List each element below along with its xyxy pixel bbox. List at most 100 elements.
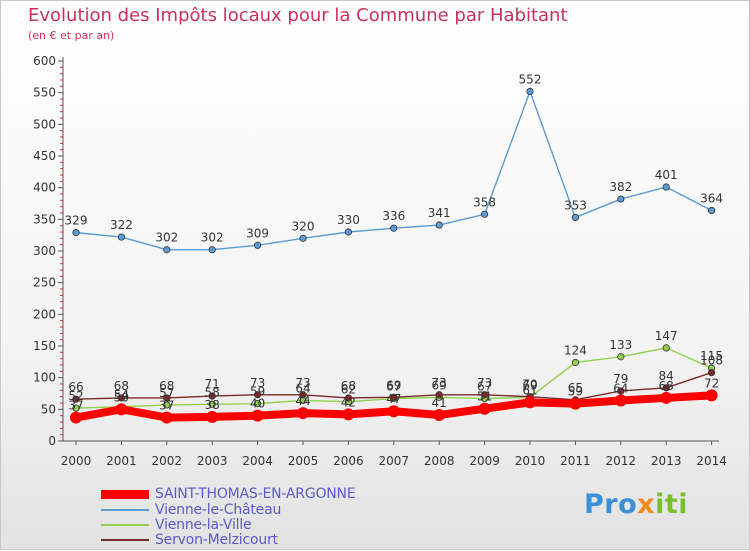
- series-point-0: [115, 403, 128, 416]
- x-tick-label: 2014: [696, 454, 727, 468]
- series-point-0: [705, 389, 718, 402]
- legend-swatch: [101, 524, 149, 526]
- data-label-3: 70: [522, 378, 537, 392]
- data-label-1: 330: [337, 213, 360, 227]
- series-point-1: [571, 213, 580, 222]
- y-tick-label: 250: [33, 276, 56, 290]
- series-point-1: [526, 87, 534, 96]
- y-tick-label: 200: [33, 307, 56, 321]
- series-point-0: [478, 402, 491, 415]
- logo-part-2: x: [637, 489, 656, 520]
- x-tick-label: 2000: [61, 454, 92, 468]
- x-tick-label: 2010: [515, 454, 546, 468]
- data-label-0: 59: [568, 385, 583, 399]
- legend-label: Vienne-le-Château: [155, 502, 282, 518]
- x-tick-label: 2006: [333, 454, 364, 468]
- series-point-0: [251, 409, 264, 422]
- series-point-1: [117, 233, 126, 241]
- series-point-3: [480, 391, 489, 399]
- data-label-0: 51: [477, 390, 492, 404]
- series-point-1: [662, 183, 670, 191]
- legend-label: SAINT-THOMAS-EN-ARGONNE: [155, 486, 356, 502]
- data-label-2: 57: [159, 386, 174, 400]
- data-label-2: 133: [609, 338, 632, 352]
- y-tick-label: 300: [33, 244, 56, 258]
- series-point-3: [344, 394, 352, 402]
- series-point-2: [163, 401, 171, 409]
- data-label-3: 108: [700, 354, 723, 368]
- series-point-1: [390, 224, 398, 232]
- data-label-0: 47: [386, 392, 401, 406]
- data-label-2: 62: [341, 383, 356, 397]
- data-label-3: 73: [295, 376, 310, 390]
- series-point-1: [72, 229, 80, 237]
- series-point-2: [72, 404, 80, 412]
- y-tick-label: 0: [48, 434, 56, 448]
- data-label-1: 320: [292, 219, 315, 233]
- data-label-0: 41: [432, 396, 447, 410]
- series-point-3: [435, 391, 443, 399]
- data-label-1: 552: [519, 72, 542, 86]
- series-point-2: [617, 353, 625, 361]
- data-label-0: 44: [295, 394, 310, 408]
- data-label-2: 115: [700, 349, 723, 363]
- data-label-0: 37: [159, 399, 174, 413]
- legend-label: Vienne-la-Ville: [155, 517, 252, 533]
- y-tick-label: 400: [33, 181, 56, 195]
- series-point-2: [662, 344, 670, 352]
- x-tick-label: 2013: [651, 454, 682, 468]
- data-label-0: 64: [613, 381, 628, 395]
- series-point-0: [206, 410, 219, 423]
- data-label-2: 52: [68, 389, 83, 403]
- data-label-2: 64: [295, 381, 310, 395]
- data-label-1: 353: [564, 198, 587, 212]
- legend-item: Vienne-la-Ville: [101, 517, 252, 533]
- data-label-1: 358: [473, 195, 496, 209]
- series-point-3: [254, 391, 262, 399]
- data-label-2: 58: [205, 385, 220, 399]
- series-point-3: [117, 394, 126, 402]
- data-label-2: 69: [432, 378, 447, 392]
- data-label-3: 73: [250, 376, 265, 390]
- data-label-0: 68: [659, 379, 674, 393]
- data-label-2: 147: [655, 329, 678, 343]
- data-label-3: 69: [386, 378, 401, 392]
- x-tick-label: 2002: [152, 454, 183, 468]
- series-point-0: [569, 397, 582, 410]
- data-label-3: 71: [205, 377, 220, 391]
- data-label-1: 302: [201, 231, 224, 245]
- x-tick-label: 2005: [288, 454, 319, 468]
- y-tick-label: 600: [33, 54, 56, 68]
- series-point-3: [163, 394, 171, 402]
- data-label-3: 73: [477, 376, 492, 390]
- logo-part-1: Pro: [584, 489, 638, 520]
- x-tick-label: 2007: [379, 454, 410, 468]
- series-point-2: [208, 400, 216, 408]
- data-label-2: 124: [564, 343, 587, 357]
- x-tick-label: 2008: [424, 454, 455, 468]
- series-point-0: [297, 407, 309, 420]
- series-point-1: [617, 195, 625, 203]
- x-tick-label: 2003: [197, 454, 228, 468]
- y-tick-label: 500: [33, 117, 56, 131]
- proxiti-logo: Proxiti: [584, 489, 688, 520]
- data-label-3: 68: [159, 379, 174, 393]
- data-label-0: 42: [341, 395, 356, 409]
- series-point-2: [254, 400, 262, 408]
- series-point-3: [72, 395, 80, 403]
- series-point-0: [660, 391, 673, 404]
- data-label-0: 40: [250, 397, 265, 411]
- data-label-3: 65: [568, 381, 583, 395]
- data-label-3: 84: [659, 369, 674, 383]
- data-label-3: 68: [341, 379, 356, 393]
- data-label-1: 401: [655, 168, 678, 182]
- data-label-3: 79: [613, 372, 628, 386]
- data-label-2: 54: [114, 388, 129, 402]
- legend-label: Servon-Melzicourt: [155, 532, 278, 548]
- legend-swatch: [101, 489, 149, 499]
- series-point-1: [344, 228, 352, 236]
- y-tick-label: 350: [33, 212, 56, 226]
- y-tick-label: 550: [33, 86, 56, 100]
